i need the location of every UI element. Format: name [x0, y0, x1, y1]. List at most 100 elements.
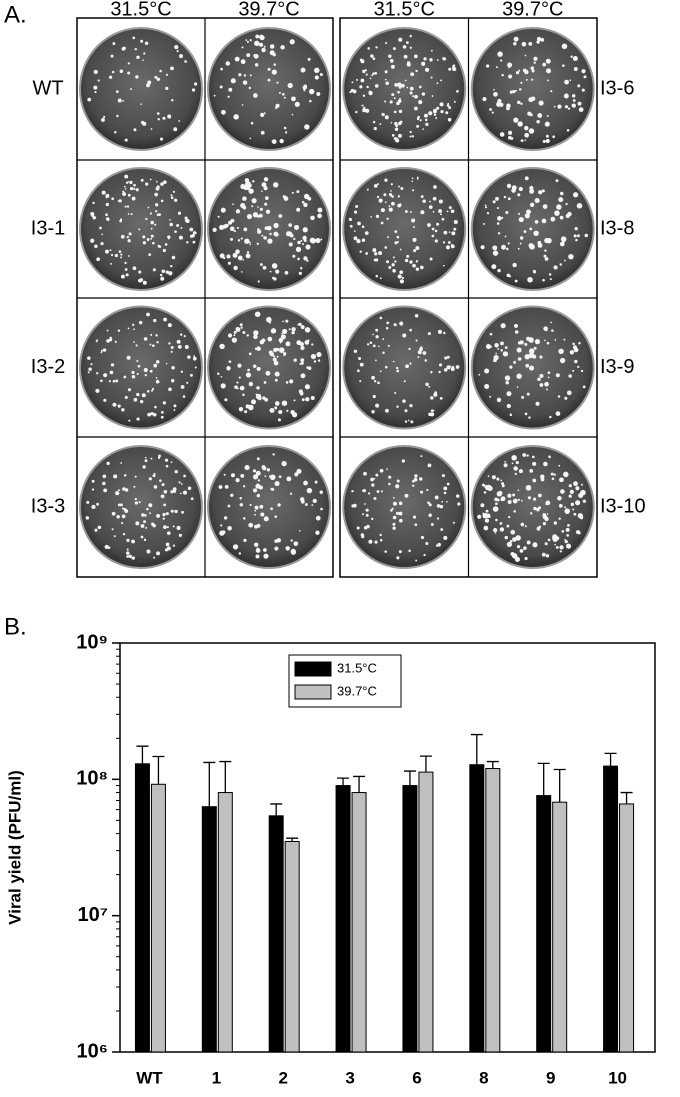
plaque	[135, 344, 138, 347]
plaque	[156, 341, 159, 344]
plaque	[520, 139, 524, 142]
plaque	[404, 493, 409, 498]
plaque	[422, 351, 427, 355]
plaque	[511, 188, 516, 193]
plaque	[285, 319, 289, 323]
plaque	[261, 234, 264, 237]
plaque	[534, 339, 541, 345]
plaque	[420, 535, 425, 540]
plaque	[284, 270, 289, 275]
plaque	[100, 241, 104, 246]
plaque	[353, 230, 356, 233]
column-header: 31.5°C	[110, 0, 171, 20]
plaque	[178, 481, 181, 484]
plaque	[406, 86, 409, 89]
plaque	[126, 551, 130, 555]
plaque	[443, 486, 448, 491]
plaque	[300, 325, 305, 330]
plaque	[531, 455, 535, 459]
plaque	[534, 220, 539, 224]
plaque	[372, 57, 376, 61]
plaque	[580, 483, 583, 486]
plaque	[433, 113, 437, 116]
plaque	[249, 137, 252, 140]
plaque	[281, 332, 283, 335]
plaque	[428, 111, 433, 116]
plaque	[431, 95, 434, 97]
plaque	[301, 398, 305, 402]
plaque	[583, 75, 587, 79]
plaque	[443, 368, 448, 372]
plaque	[570, 502, 575, 506]
plaque	[568, 484, 572, 488]
plaque	[190, 497, 194, 501]
plaque	[559, 550, 562, 553]
plaque	[233, 330, 237, 334]
plaque	[577, 84, 581, 88]
plaque	[123, 474, 127, 477]
plaque	[413, 249, 417, 253]
plaque	[165, 362, 168, 365]
plaque	[230, 78, 236, 84]
error-bar	[286, 837, 299, 842]
plaque	[525, 485, 532, 491]
plaque	[267, 78, 271, 82]
error-bar	[419, 755, 432, 773]
plaque	[517, 357, 522, 361]
plaque	[544, 249, 547, 252]
plaque	[259, 42, 264, 47]
plaque	[239, 503, 244, 507]
plaque	[263, 548, 267, 552]
plaque	[300, 67, 306, 73]
plaque	[496, 222, 500, 225]
plaque	[260, 112, 265, 117]
plaque	[133, 187, 136, 191]
plaque	[351, 81, 354, 84]
plaque	[320, 507, 323, 511]
plate	[470, 27, 595, 151]
plaque	[361, 104, 364, 107]
plaque	[168, 342, 171, 345]
plaque	[477, 514, 482, 519]
bar	[284, 840, 300, 1053]
plaque	[242, 331, 246, 335]
plaque	[548, 273, 552, 276]
plaque	[105, 217, 110, 221]
plaque	[442, 241, 446, 244]
plaque	[235, 478, 240, 483]
plaque	[303, 256, 308, 261]
plaque	[524, 354, 530, 360]
plaque	[261, 182, 267, 188]
plaque	[563, 338, 566, 341]
plaque	[137, 364, 141, 368]
plaque	[359, 380, 362, 383]
plaque	[355, 205, 359, 208]
plaque	[170, 194, 173, 197]
plaque	[217, 372, 220, 376]
plaque	[167, 323, 172, 328]
plaque	[218, 485, 223, 489]
plaque	[118, 99, 121, 102]
plaque	[516, 386, 519, 388]
plaque	[392, 47, 396, 51]
plaque	[409, 46, 412, 49]
plaque	[150, 237, 153, 240]
plaque	[388, 482, 391, 486]
plaque	[384, 365, 388, 369]
plaque	[99, 226, 102, 230]
plaque	[506, 541, 512, 548]
plaque	[164, 243, 168, 246]
plaque	[544, 121, 550, 127]
plaque	[411, 135, 414, 138]
plaque	[173, 127, 178, 132]
plaque	[154, 203, 159, 207]
plaque	[272, 453, 275, 456]
plaque	[316, 91, 321, 96]
plaque	[426, 489, 429, 492]
plaque	[184, 345, 189, 349]
plaque	[94, 90, 97, 94]
plaque	[303, 239, 307, 243]
plate	[342, 445, 467, 569]
plaque	[153, 485, 158, 489]
plaque	[153, 472, 156, 475]
